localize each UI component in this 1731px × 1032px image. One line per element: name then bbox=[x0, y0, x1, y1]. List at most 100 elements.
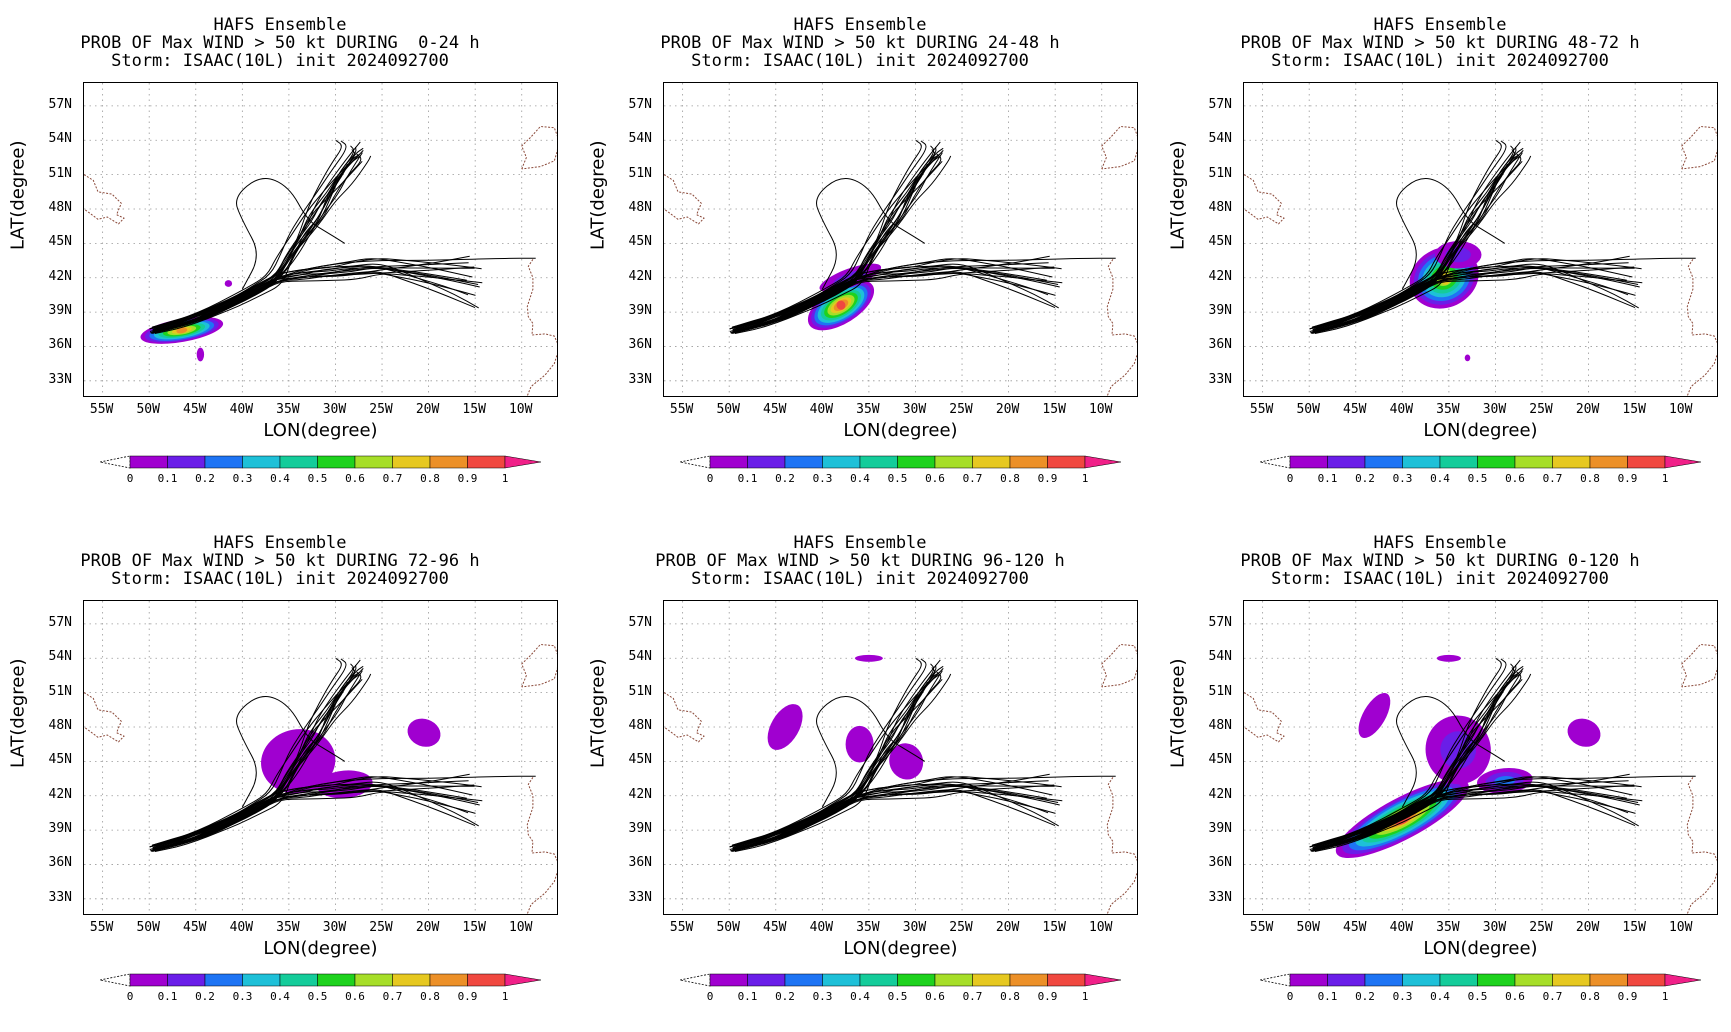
lon-tick-label: 10W bbox=[1088, 920, 1113, 935]
colorbar-segment bbox=[897, 973, 936, 987]
colorbar-label: 0 bbox=[126, 472, 134, 485]
panel-storm: Storm: ISAAC(10L) init 2024092700 bbox=[111, 569, 449, 589]
colorbar-label: 0 bbox=[1286, 990, 1294, 1003]
coastline bbox=[1686, 871, 1717, 914]
colorbar-segment bbox=[1327, 455, 1366, 469]
colorbar-segment bbox=[709, 973, 748, 987]
coastline bbox=[1681, 125, 1717, 170]
ensemble-track bbox=[1309, 783, 1627, 848]
colorbar-label: 0.1 bbox=[157, 472, 178, 485]
map-svg bbox=[1244, 601, 1717, 914]
colorbar-segment bbox=[392, 973, 431, 987]
colorbar-label: 0.2 bbox=[195, 472, 215, 485]
colorbar-segment bbox=[1552, 455, 1591, 469]
ensemble-track bbox=[156, 665, 364, 847]
probability-contour bbox=[845, 725, 874, 763]
probability-field bbox=[807, 263, 882, 331]
ensemble-track bbox=[729, 149, 936, 330]
lat-tick-label: 57N bbox=[1208, 96, 1232, 112]
colorbar-segment bbox=[1627, 973, 1666, 987]
colorbar-segment bbox=[167, 455, 206, 469]
lon-tick-label: 40W bbox=[809, 402, 834, 417]
colorbar-label: 0.7 bbox=[962, 472, 983, 485]
lat-tick-label: 57N bbox=[48, 96, 72, 112]
colorbar-label: 0 bbox=[706, 472, 714, 485]
colorbar-label: 1 bbox=[501, 472, 509, 485]
lat-tick-label: 42N bbox=[628, 786, 652, 802]
lat-tick-label: 39N bbox=[628, 821, 652, 837]
lon-tick-label: 10W bbox=[1668, 402, 1693, 417]
lat-tick-label: 33N bbox=[1208, 371, 1232, 387]
map-svg bbox=[664, 601, 1137, 914]
ensemble-track bbox=[1309, 149, 1516, 330]
lon-tick-label: 20W bbox=[415, 402, 440, 417]
ensemble-track bbox=[1396, 695, 1506, 808]
lon-tick-label: 30W bbox=[902, 402, 927, 417]
colorbar-segment bbox=[429, 973, 468, 987]
lat-tick-label: 54N bbox=[628, 131, 652, 147]
colorbar-label: 0.5 bbox=[887, 472, 908, 485]
ensemble-track bbox=[152, 145, 355, 332]
colorbar-label: 0.6 bbox=[925, 990, 945, 1003]
ensemble-track bbox=[1346, 775, 1696, 842]
lat-tick-label: 57N bbox=[48, 614, 72, 630]
ensemble-track bbox=[153, 139, 342, 333]
probability-contour bbox=[407, 718, 441, 747]
colorbar-label: 0.6 bbox=[345, 472, 365, 485]
colorbar-segment bbox=[972, 973, 1011, 987]
lon-tick-label: 35W bbox=[856, 920, 880, 935]
ensemble-track bbox=[150, 790, 476, 852]
panel-title: HAFS Ensemble bbox=[213, 15, 347, 35]
colorbar-segment bbox=[1477, 973, 1516, 987]
panel-title: HAFS Ensemble bbox=[793, 533, 927, 553]
colorbar-segment bbox=[1514, 973, 1553, 987]
ensemble-track bbox=[730, 272, 1056, 334]
colorbar-label: 0.5 bbox=[1467, 990, 1488, 1003]
colorbar-label: 0.5 bbox=[307, 990, 328, 1003]
lat-tick-label: 48N bbox=[1208, 200, 1232, 215]
colorbar-label: 0.8 bbox=[1580, 472, 1600, 485]
colorbar-label: 0.9 bbox=[1617, 990, 1638, 1003]
ensemble-track bbox=[186, 257, 536, 324]
ensemble-track bbox=[1310, 790, 1636, 852]
colorbar-segment bbox=[747, 973, 786, 987]
colorbar-label: 0.6 bbox=[925, 472, 945, 485]
lon-tick-label: 30W bbox=[902, 920, 927, 935]
colorbar-segment bbox=[1289, 455, 1328, 469]
ensemble-tracks bbox=[729, 657, 1116, 852]
colorbar-label: 0.1 bbox=[737, 990, 758, 1003]
colorbar-label: 0.9 bbox=[1617, 472, 1638, 485]
map-panel-4: HAFS Ensemble PROB OF Max WIND > 50 kt D… bbox=[0, 518, 560, 1018]
colorbar-under-triangle bbox=[680, 973, 711, 987]
coastline bbox=[556, 620, 557, 623]
panel-subtitle: PROB OF Max WIND > 50 kt DURING 48-72 h bbox=[1240, 33, 1640, 53]
lon-tick-label: 15W bbox=[1622, 402, 1646, 417]
colorbar-segment bbox=[1514, 455, 1553, 469]
lon-tick-label: 45W bbox=[763, 920, 787, 935]
coastline bbox=[1686, 259, 1717, 344]
ensemble-track bbox=[1313, 657, 1502, 851]
ensemble-track bbox=[1346, 257, 1696, 324]
colorbar-svg bbox=[100, 455, 542, 469]
lon-tick-label: 15W bbox=[462, 402, 486, 417]
coastline bbox=[526, 259, 557, 344]
panel-storm: Storm: ISAAC(10L) init 2024092700 bbox=[691, 51, 1029, 71]
lat-tick-label: 36N bbox=[628, 337, 652, 353]
colorbar-segment bbox=[709, 455, 748, 469]
colorbar-segment bbox=[467, 455, 506, 469]
colorbar-label: 0.4 bbox=[850, 472, 870, 485]
colorbar-label: 0.1 bbox=[737, 472, 758, 485]
ensemble-track bbox=[736, 665, 944, 847]
lon-tick-label: 20W bbox=[995, 920, 1020, 935]
lon-tick-label: 25W bbox=[1529, 920, 1553, 935]
ensemble-tracks bbox=[1309, 139, 1696, 334]
map-plot-area bbox=[1243, 600, 1718, 915]
lat-tick-label: 45N bbox=[628, 234, 652, 250]
coastline bbox=[556, 102, 557, 105]
colorbar-segment bbox=[1289, 973, 1328, 987]
lat-tick-label: 39N bbox=[1208, 303, 1232, 319]
coastline bbox=[1106, 353, 1137, 396]
colorbar-svg bbox=[680, 973, 1122, 987]
colorbar-segment bbox=[354, 455, 393, 469]
colorbar-segment bbox=[1364, 973, 1403, 987]
